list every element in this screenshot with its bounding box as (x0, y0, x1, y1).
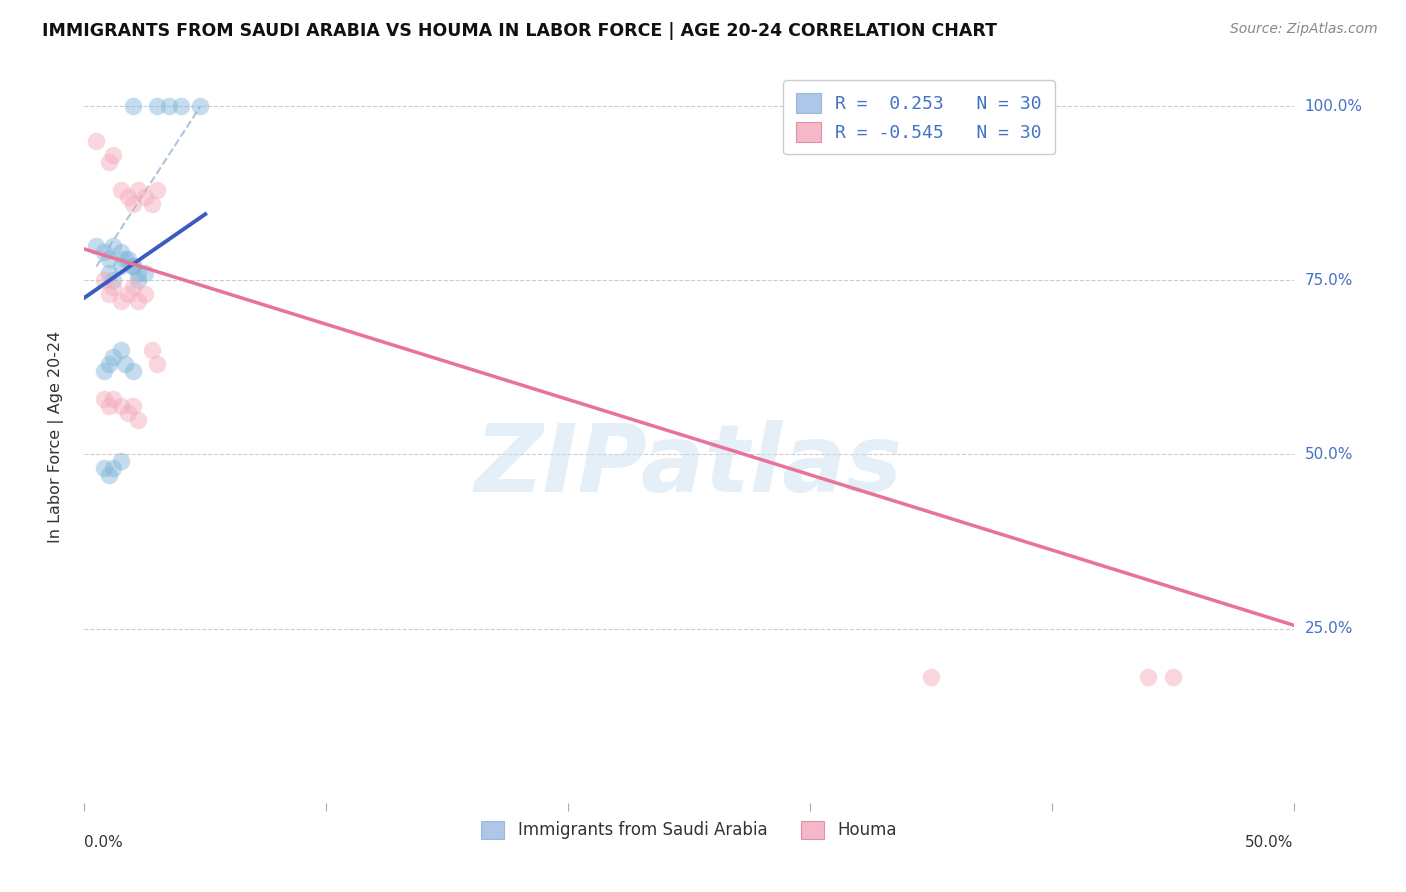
Text: IMMIGRANTS FROM SAUDI ARABIA VS HOUMA IN LABOR FORCE | AGE 20-24 CORRELATION CHA: IMMIGRANTS FROM SAUDI ARABIA VS HOUMA IN… (42, 22, 997, 40)
Point (110, 399, 132, 413)
Point (146, 183, 169, 197)
Point (1137, 670, 1160, 684)
Point (93, 273, 115, 287)
Point (121, 260, 143, 274)
Point (127, 183, 149, 197)
Point (97, 468, 120, 483)
Point (110, 245, 132, 260)
Point (110, 343, 132, 357)
Point (97, 155, 120, 169)
Point (134, 287, 156, 301)
Point (110, 454, 132, 468)
Point (103, 238, 125, 252)
Text: 50.0%: 50.0% (1305, 447, 1353, 462)
Point (1161, 670, 1184, 684)
Text: 0.0%: 0.0% (84, 835, 124, 850)
Point (170, 99, 193, 113)
Point (93, 392, 115, 406)
Point (93, 461, 115, 475)
Text: 100.0%: 100.0% (1305, 99, 1362, 113)
Point (141, 343, 163, 357)
Point (97, 252, 120, 267)
Point (121, 364, 143, 378)
Point (117, 190, 139, 204)
Legend: Immigrants from Saudi Arabia, Houma: Immigrants from Saudi Arabia, Houma (471, 811, 907, 849)
Text: 25.0%: 25.0% (1305, 621, 1353, 636)
Point (97, 266, 120, 280)
Point (121, 260, 143, 274)
Y-axis label: In Labor Force | Age 20-24: In Labor Force | Age 20-24 (48, 331, 63, 543)
Point (114, 357, 136, 371)
Point (110, 260, 132, 274)
Point (103, 273, 125, 287)
Point (121, 399, 143, 413)
Point (93, 364, 115, 378)
Point (121, 99, 143, 113)
Point (117, 287, 139, 301)
Point (103, 148, 125, 162)
Point (86, 238, 108, 252)
Point (110, 294, 132, 309)
Text: Source: ZipAtlas.com: Source: ZipAtlas.com (1230, 22, 1378, 37)
Point (117, 252, 139, 267)
Point (121, 280, 143, 294)
Point (127, 412, 149, 426)
Point (97, 357, 120, 371)
Point (190, 99, 212, 113)
Point (127, 266, 149, 280)
Point (97, 399, 120, 413)
Point (114, 252, 136, 267)
Point (146, 357, 169, 371)
Text: 75.0%: 75.0% (1305, 273, 1353, 288)
Point (141, 196, 163, 211)
Point (146, 99, 169, 113)
Point (127, 294, 149, 309)
Point (134, 266, 156, 280)
Point (121, 196, 143, 211)
Point (110, 183, 132, 197)
Point (97, 287, 120, 301)
Point (103, 280, 125, 294)
Point (920, 670, 942, 684)
Text: 50.0%: 50.0% (1246, 835, 1294, 850)
Point (103, 350, 125, 364)
Point (157, 99, 180, 113)
Point (103, 461, 125, 475)
Point (127, 273, 149, 287)
Point (117, 406, 139, 420)
Point (93, 245, 115, 260)
Point (86, 134, 108, 148)
Point (134, 190, 156, 204)
Point (103, 392, 125, 406)
Text: ZIPatlas: ZIPatlas (475, 420, 903, 512)
